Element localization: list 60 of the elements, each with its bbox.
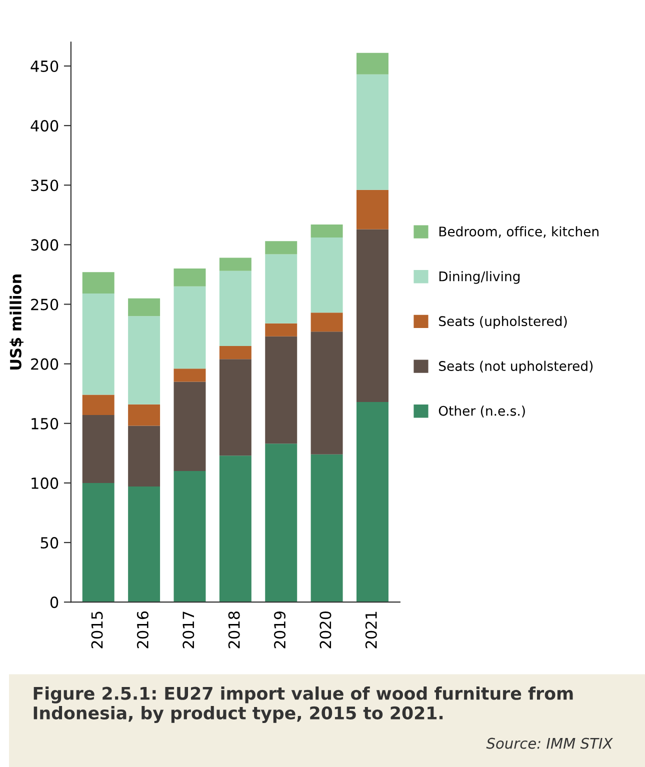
text: Figure 2.5.1: EU27 import value of wood furniture from Indonesia, by product type, 2015 to 2021. <box>34 686 573 723</box>
bar <box>128 316 160 404</box>
x-tick-label: 2015 <box>91 612 103 648</box>
y-tick-label: 100 <box>32 477 58 489</box>
bar <box>128 426 160 487</box>
x-tick-label: 2019 <box>274 612 286 648</box>
legend-label: Dining/living <box>439 271 520 284</box>
bar <box>265 241 298 254</box>
y-tick-label: 200 <box>31 358 58 370</box>
bar <box>174 268 206 286</box>
y-tick-label: 300 <box>31 239 58 251</box>
bar <box>310 332 343 454</box>
bar <box>174 368 206 382</box>
bar <box>82 482 114 602</box>
bar <box>356 74 388 190</box>
y-tick-label: 350 <box>31 180 58 192</box>
x-tick-label: 2021 <box>365 612 377 648</box>
x-tick-label: 2018 <box>228 611 240 648</box>
bar <box>174 471 206 602</box>
bar <box>356 52 388 74</box>
source-note: Source: IMM STIX <box>486 738 614 749</box>
bar <box>174 382 206 472</box>
bar <box>174 286 206 369</box>
x-tick-label: 2017 <box>182 612 194 648</box>
y-tick-label: 150 <box>32 418 58 430</box>
bar <box>82 394 114 416</box>
bar <box>128 404 160 426</box>
legend-label: Seats (upholstered) <box>439 316 567 329</box>
bar <box>356 402 388 602</box>
bar <box>356 229 388 402</box>
legend-label: Other (n.e.s.) <box>438 406 525 418</box>
legend-label: Bedroom, office, kitchen <box>439 226 598 238</box>
bar <box>265 444 298 602</box>
bar <box>356 190 388 230</box>
bar <box>219 258 252 271</box>
bar <box>219 456 252 602</box>
y-tick-label: 50 <box>40 536 58 549</box>
legend-label: Seats (not upholstered) <box>439 360 593 374</box>
bar <box>219 346 252 360</box>
bar <box>128 298 160 316</box>
y-tick-label: 450 <box>30 60 58 72</box>
bar <box>265 254 298 324</box>
bar <box>310 454 343 602</box>
bar <box>310 238 343 313</box>
bar <box>219 270 252 346</box>
bar <box>82 272 114 294</box>
bar <box>310 224 343 238</box>
x-tick-label: 2016 <box>136 611 148 648</box>
bar <box>310 312 343 332</box>
bar <box>128 486 160 602</box>
y-axis-title: US$ million <box>10 274 24 370</box>
y-tick-label: 0 <box>50 596 58 608</box>
bar <box>82 415 114 483</box>
bar <box>82 294 114 395</box>
y-tick-label: 400 <box>30 120 58 132</box>
x-tick-label: 2020 <box>320 611 332 648</box>
bar <box>265 323 298 336</box>
y-tick-label: 250 <box>31 298 58 310</box>
bar <box>219 359 252 456</box>
bar <box>265 336 298 444</box>
